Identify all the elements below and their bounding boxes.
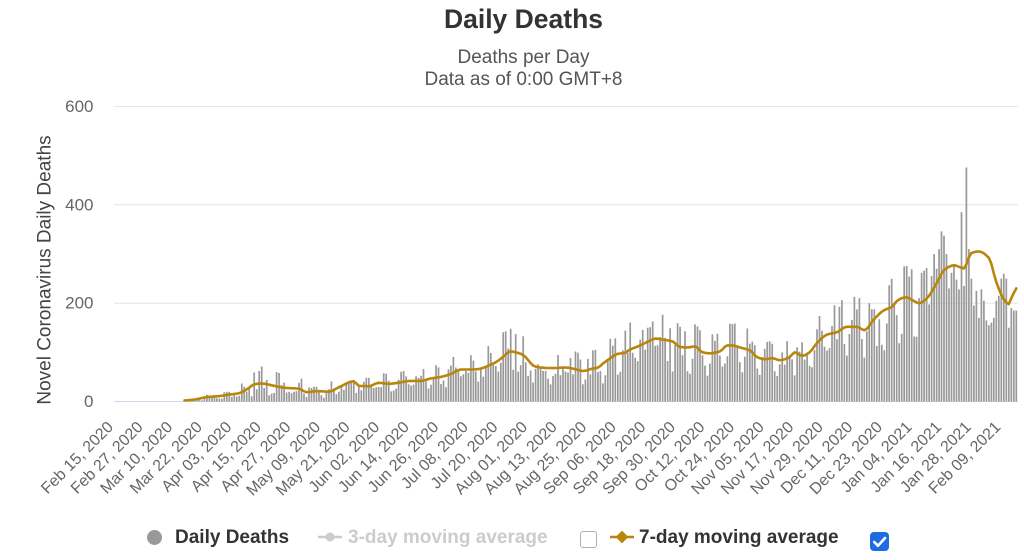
svg-text:0: 0 <box>84 392 93 411</box>
svg-text:400: 400 <box>65 195 93 214</box>
svg-text:Novel Coronavirus Daily Deaths: Novel Coronavirus Daily Deaths <box>35 135 56 404</box>
svg-text:600: 600 <box>65 97 93 116</box>
svg-text:200: 200 <box>65 294 93 313</box>
